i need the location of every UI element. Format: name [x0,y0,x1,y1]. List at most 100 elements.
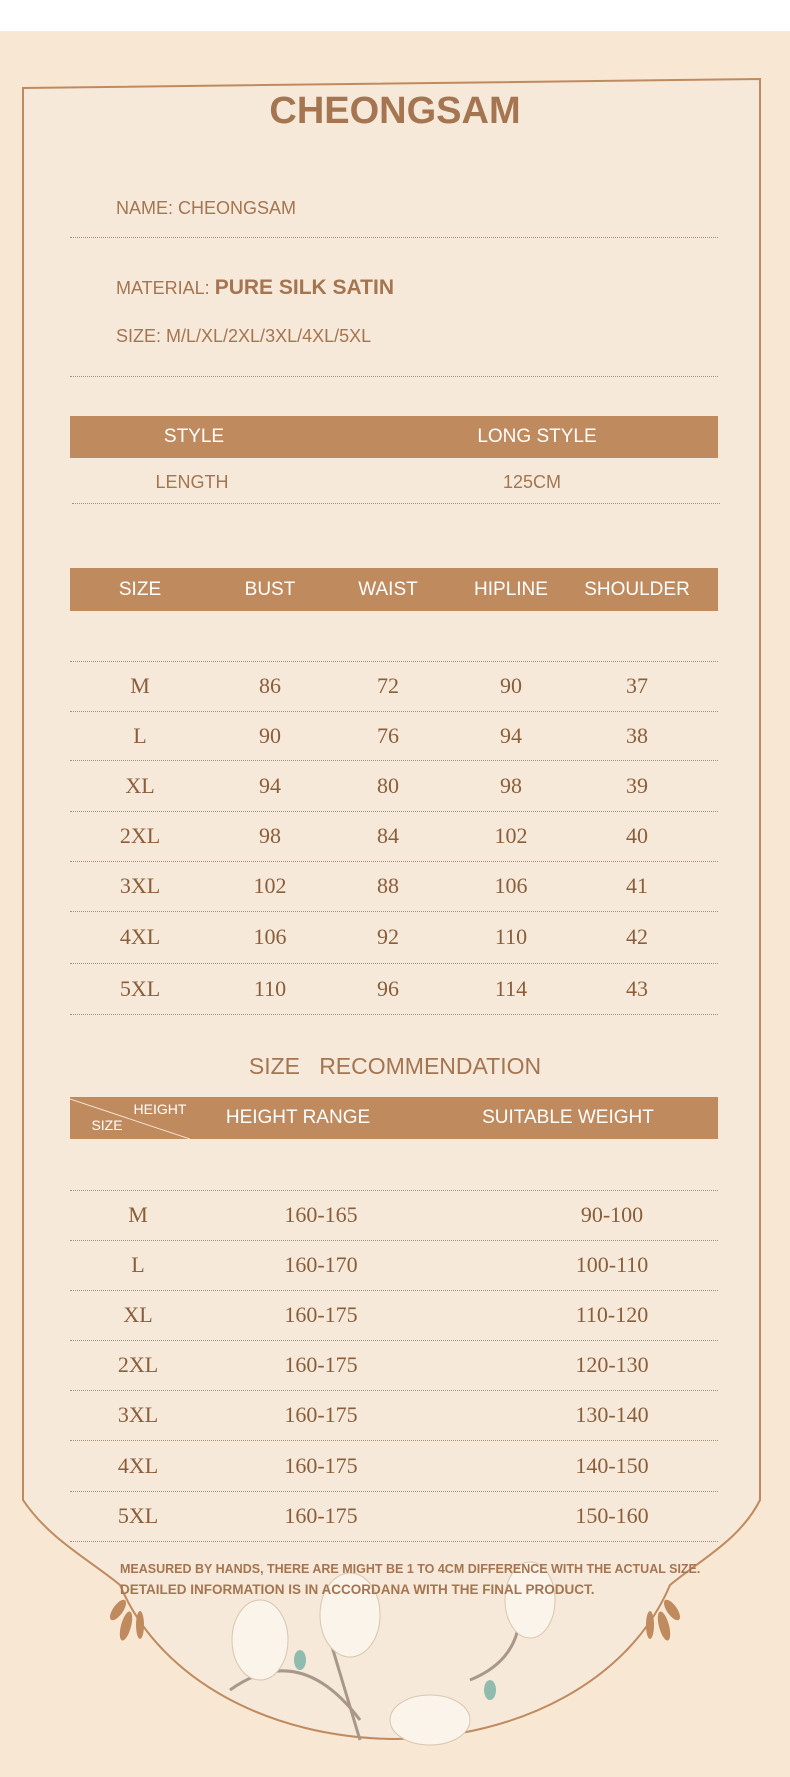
recommendation-cell: 160-170 [284,1252,358,1277]
size-cell: L [133,722,147,748]
divider [70,1541,718,1542]
divider [70,711,718,712]
divider [70,760,718,761]
size-cell: 110 [253,975,287,1001]
divider [70,1190,718,1191]
size-cell: M [130,673,150,698]
recommendation-cell: 150-160 [575,1503,649,1528]
size-cell: 84 [377,823,399,848]
size-cell: 5XL [119,975,161,1001]
divider [70,1491,718,1492]
size-cell: 37 [626,673,648,698]
length-label: LENGTH [155,472,229,492]
size-header-waist: WAIST [358,578,418,600]
divider [70,861,718,862]
size-cell: 88 [377,873,399,898]
size-cell: 94 [500,722,522,748]
recommendation-cell: 160-165 [284,1202,358,1227]
size-cell: 80 [377,772,399,798]
recommendation-cell: 110-120 [575,1302,649,1327]
style-value: LONG STYLE [477,426,597,447]
material-info: MATERIAL: PURE SILK SATIN [116,276,394,300]
size-cell: 96 [377,975,399,1001]
corner-diagonal [70,1098,190,1139]
leaf-ornament-right-icon [646,1599,681,1641]
size-cell: 92 [377,924,399,949]
size-cell: 94 [259,772,281,798]
recommendation-cell: 140-150 [575,1452,649,1478]
recommendation-title: SIZE RECOMMENDATION [248,1053,542,1079]
size-cell: 38 [626,722,648,748]
divider [70,1290,718,1291]
recommendation-cell: 160-175 [284,1302,358,1327]
size-cell: 43 [626,975,648,1001]
size-cell: 86 [259,673,281,698]
size-cell: 102 [253,873,287,898]
recommendation-cell: 3XL [117,1402,159,1427]
size-cell: 41 [626,873,648,898]
material-label: MATERIAL: [116,278,210,298]
divider [70,963,718,964]
recommendation-cell: L [131,1252,145,1277]
measurement-note: MEASURED BY HANDS, THERE ARE MIGHT BE 1 … [120,1562,701,1576]
size-cell: 98 [259,823,281,848]
size-cell: XL [125,772,155,798]
size-cell: 76 [377,722,399,748]
recommendation-header: HEIGHT SIZE HEIGHT RANGE SUITABLE WEIGHT [70,1097,718,1139]
style-header: STYLE LONG STYLE [70,416,718,458]
divider [72,503,720,504]
size-cell: 98 [500,772,522,798]
recommendation-cell: 120-130 [575,1352,649,1377]
divider [70,1440,718,1441]
page-title: CHEONGSAM [269,90,521,132]
divider [70,911,718,912]
recommendation-cell: 130-140 [575,1402,649,1427]
divider [70,811,718,812]
size-cell: 39 [626,772,648,798]
size-list: SIZE: M/L/XL/2XL/3XL/4XL/5XL [116,326,372,346]
size-cell: 106 [253,924,287,949]
recommendation-cell: 160-175 [284,1452,358,1478]
recommendation-cell: XL [123,1302,153,1327]
recommendation-cell: 5XL [117,1503,159,1528]
size-header-shoulder: SHOULDER [584,578,690,600]
size-header-bust: BUST [244,578,296,600]
material-value: PURE SILK SATIN [214,276,394,299]
size-cell: 42 [626,924,648,949]
size-cell: 2XL [119,823,161,848]
divider [70,237,718,238]
size-cell: 3XL [119,873,161,898]
recommendation-cell: 4XL [117,1452,159,1478]
leaf-ornament-left-icon [109,1599,144,1641]
size-cell: 90 [259,722,281,748]
header-height-range: HEIGHT RANGE [225,1107,371,1128]
recommendation-cell: 160-175 [284,1352,358,1377]
recommendation-cell: 90-100 [580,1202,644,1227]
size-cell: 110 [494,924,528,949]
size-cell: 114 [494,975,528,1001]
corner-height-label: HEIGHT [133,1101,187,1117]
magnolia-illustration [229,1561,556,1746]
divider [70,1240,718,1241]
recommendation-cell: M [128,1202,148,1227]
corner-size-label: SIZE [91,1117,123,1133]
size-cell: 90 [500,673,522,698]
size-header-hipline: HIPLINE [474,578,548,600]
size-header-size: SIZE [118,578,162,600]
divider [70,376,718,377]
recommendation-cell: 160-175 [284,1402,358,1427]
divider [70,1014,718,1015]
size-cell: 4XL [119,924,161,949]
size-cell: 102 [494,823,528,848]
size-cell: 40 [626,823,648,848]
length-value: 125CM [502,472,562,492]
size-cell: 72 [377,673,399,698]
divider [70,661,718,662]
style-label: STYLE [163,426,225,447]
recommendation-cell: 2XL [117,1352,159,1377]
divider [70,1340,718,1341]
size-cell: 106 [494,873,528,898]
recommendation-cell: 100-110 [575,1252,649,1277]
header-suitable-weight: SUITABLE WEIGHT [482,1107,654,1128]
